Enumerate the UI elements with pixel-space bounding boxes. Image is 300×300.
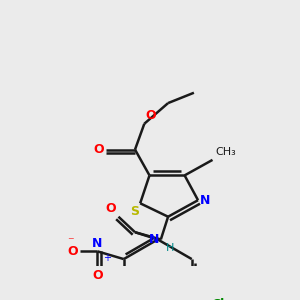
Text: CH₃: CH₃ [216,147,236,157]
Text: N: N [92,237,103,250]
Text: O: O [67,245,78,258]
Text: Cl: Cl [211,298,224,300]
Text: ⁻: ⁻ [67,235,74,248]
Text: N: N [200,194,210,207]
Text: S: S [130,205,139,218]
Text: O: O [93,143,104,156]
Text: O: O [92,269,103,282]
Text: N: N [149,233,159,246]
Text: O: O [105,202,116,215]
Text: O: O [146,109,157,122]
Text: +: + [103,253,111,263]
Text: H: H [166,243,174,253]
